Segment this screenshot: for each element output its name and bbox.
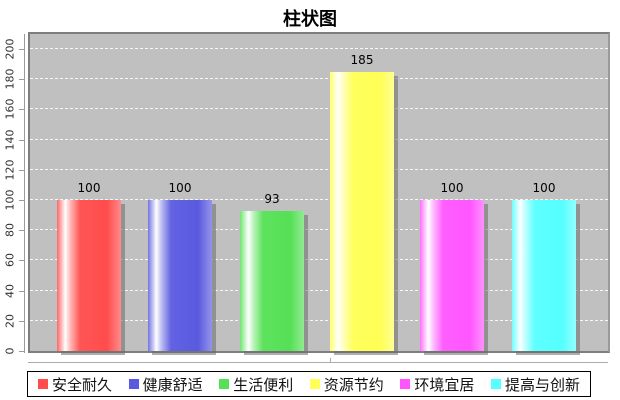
gridline — [30, 78, 608, 80]
gridline — [30, 108, 608, 110]
y-axis-tick-label: 60 — [3, 253, 17, 268]
y-axis-tick — [19, 109, 24, 111]
y-axis-tick — [19, 260, 24, 262]
bar-提高与创新[interactable] — [512, 200, 576, 351]
legend-item-生活便利[interactable]: 生活便利 — [219, 374, 293, 395]
bar-生活便利[interactable] — [240, 210, 304, 351]
y-axis-tick-label: 180 — [3, 68, 17, 90]
bar-value-label: 100 — [77, 181, 101, 196]
legend-label: 资源节约 — [323, 375, 384, 394]
bar-value-label: 100 — [168, 181, 192, 196]
gridline — [30, 229, 608, 231]
x-axis-tick — [330, 358, 331, 362]
legend-item-提高与创新[interactable]: 提高与创新 — [490, 374, 580, 395]
y-axis-tick-label: 140 — [3, 129, 17, 151]
gridline — [30, 168, 608, 170]
legend-label: 生活便利 — [233, 375, 294, 394]
plot-area: 100 100 93 185 100 100 — [28, 32, 610, 353]
y-axis-tick — [19, 200, 24, 202]
legend-color-swatch — [219, 379, 230, 389]
legend: 安全耐久 健康舒适 生活便利 资源节约 环境宜居 提高与创新 — [27, 371, 591, 397]
y-axis-tick — [19, 230, 24, 232]
gridline — [30, 48, 608, 50]
legend-item-安全耐久[interactable]: 安全耐久 — [38, 374, 112, 395]
y-axis-tick-label: 120 — [3, 159, 17, 181]
y-axis-tick-label: 80 — [3, 223, 17, 238]
chart-title: 柱状图 — [283, 9, 337, 30]
gridline — [30, 199, 608, 201]
legend-label: 环境宜居 — [414, 375, 475, 394]
y-axis-tick-label: 40 — [3, 283, 17, 298]
bar-健康舒适[interactable] — [148, 200, 212, 351]
legend-label: 提高与创新 — [504, 375, 580, 394]
y-axis-tick — [19, 351, 24, 352]
bar-资源节约[interactable] — [330, 71, 394, 351]
gridline — [30, 289, 608, 291]
gridline — [30, 138, 608, 140]
y-axis-line — [24, 34, 25, 353]
y-axis-tick — [19, 49, 24, 51]
bar-安全耐久[interactable] — [57, 200, 121, 351]
legend-item-资源节约[interactable]: 资源节约 — [309, 374, 384, 395]
legend-color-swatch — [400, 379, 411, 389]
bar-value-label: 185 — [350, 52, 374, 67]
gridline — [30, 319, 608, 321]
legend-color-swatch — [38, 379, 48, 389]
x-axis-line — [28, 362, 608, 363]
legend-color-swatch — [309, 379, 320, 389]
y-axis-tick-label: 160 — [3, 98, 17, 120]
y-axis-tick-label: 100 — [3, 189, 17, 211]
y-axis-tick-label: 200 — [3, 38, 17, 60]
legend-label: 健康舒适 — [142, 375, 203, 394]
bar-value-label: 100 — [440, 181, 464, 196]
legend-label: 安全耐久 — [52, 375, 113, 394]
legend-color-swatch — [490, 379, 501, 389]
bar-value-label: 100 — [532, 181, 556, 196]
gridline — [30, 259, 608, 261]
y-axis-tick — [19, 169, 24, 171]
bar-环境宜居[interactable] — [420, 200, 484, 351]
legend-item-环境宜居[interactable]: 环境宜居 — [400, 374, 474, 395]
y-axis-tick — [19, 290, 24, 292]
y-axis-tick — [19, 139, 24, 141]
y-axis-tick — [19, 79, 24, 81]
y-axis-tick — [19, 320, 24, 322]
legend-item-健康舒适[interactable]: 健康舒适 — [128, 374, 203, 395]
y-axis-tick-label: 0 — [3, 347, 17, 355]
y-axis-tick-label: 20 — [3, 313, 17, 328]
legend-color-swatch — [128, 379, 139, 389]
bar-value-label: 93 — [264, 191, 280, 206]
